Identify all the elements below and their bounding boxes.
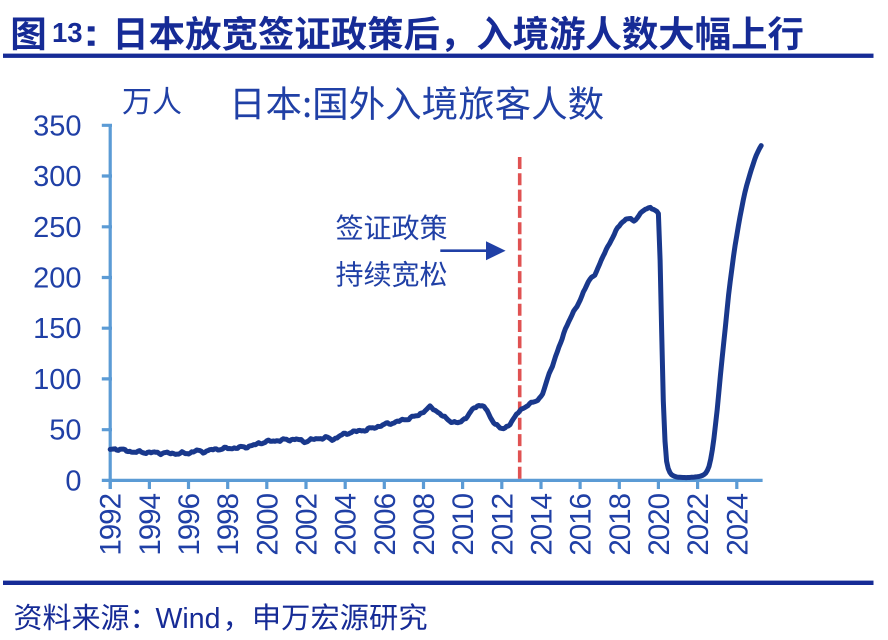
svg-text:Wind: Wind — [156, 603, 221, 635]
svg-text:13: 13 — [52, 17, 83, 48]
svg-text:2000: 2000 — [251, 493, 284, 555]
svg-text:2012: 2012 — [486, 494, 519, 556]
svg-text:50: 50 — [49, 415, 81, 447]
svg-text:2024: 2024 — [721, 493, 754, 555]
svg-text:1998: 1998 — [212, 493, 245, 555]
svg-text:2006: 2006 — [369, 493, 402, 555]
svg-text:2014: 2014 — [526, 493, 559, 555]
svg-text:0: 0 — [65, 465, 81, 497]
svg-text:1994: 1994 — [134, 493, 167, 555]
svg-text:2008: 2008 — [408, 493, 441, 555]
svg-text:2016: 2016 — [565, 493, 598, 555]
svg-text:2022: 2022 — [682, 494, 715, 556]
svg-text:100: 100 — [33, 364, 81, 396]
svg-text:2002: 2002 — [291, 494, 324, 556]
svg-text:2010: 2010 — [447, 493, 480, 555]
svg-text:2004: 2004 — [330, 493, 363, 555]
svg-text:1996: 1996 — [173, 493, 206, 555]
svg-text:250: 250 — [33, 212, 81, 244]
svg-text:2018: 2018 — [604, 493, 637, 555]
svg-text:1992: 1992 — [95, 494, 128, 556]
svg-text:200: 200 — [33, 263, 81, 295]
svg-text:150: 150 — [33, 313, 81, 345]
svg-text:350: 350 — [33, 110, 81, 142]
svg-text:2020: 2020 — [643, 493, 676, 555]
svg-text:300: 300 — [33, 161, 81, 193]
